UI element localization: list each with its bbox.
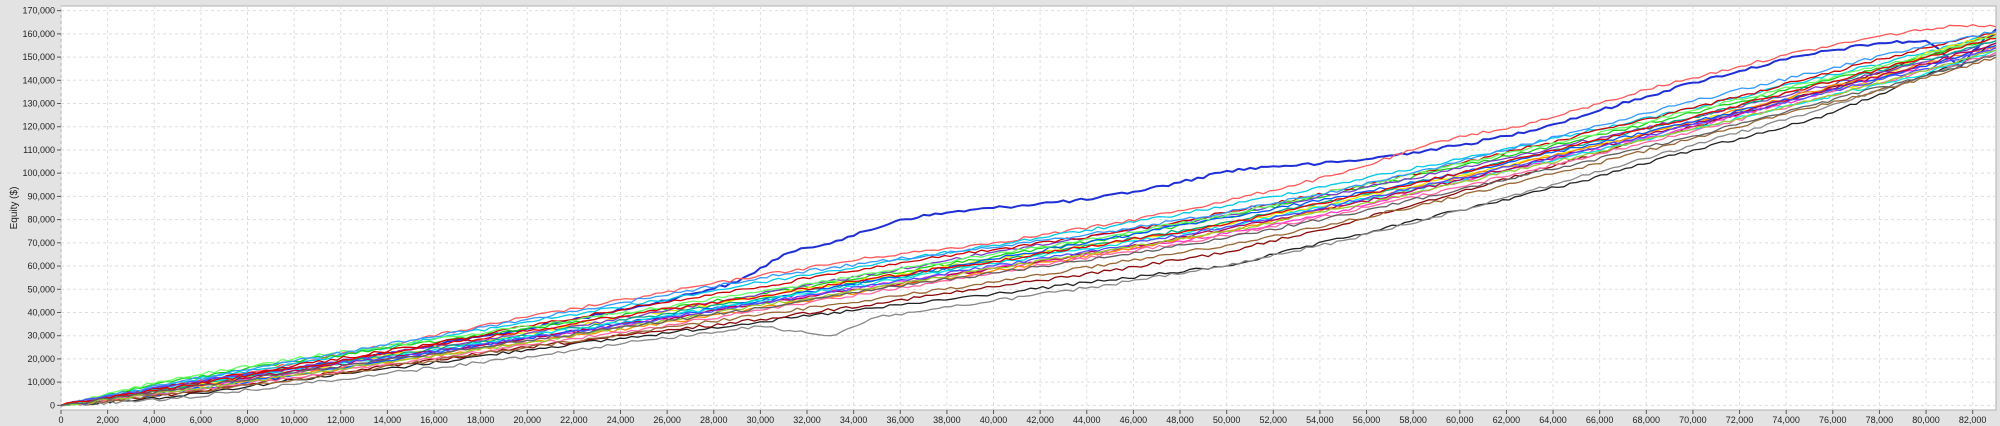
x-tick-label: 24,000: [607, 415, 635, 425]
equity-series-line: [60, 49, 1997, 407]
x-tick-label: 58,000: [1399, 415, 1427, 425]
x-tick-label: 28,000: [700, 415, 728, 425]
equity-series-line: [60, 37, 1996, 407]
x-tick-label: 82,000: [1959, 415, 1987, 425]
y-tick-label: 130,000: [22, 99, 55, 109]
y-tick-label: 160,000: [22, 29, 55, 39]
equity-series-line: [60, 37, 1997, 407]
x-tick-label: 6,000: [190, 415, 213, 425]
x-tick-label: 22,000: [560, 415, 588, 425]
y-tick-label: 150,000: [22, 52, 55, 62]
series-lines: [60, 23, 1997, 407]
y-axis-label: Equity ($): [9, 187, 20, 230]
x-tick-label: 76,000: [1819, 415, 1847, 425]
y-tick-label: 100,000: [22, 168, 55, 178]
equity-series-line: [60, 51, 1997, 407]
x-tick-label: 14,000: [374, 415, 402, 425]
x-tick-label: 50,000: [1213, 415, 1241, 425]
y-tick-label: 10,000: [27, 377, 55, 387]
x-tick-label: 8,000: [236, 415, 259, 425]
plot-area: [60, 5, 1997, 411]
x-tick-label: 0: [58, 415, 63, 425]
equity-series-line: [60, 30, 1997, 407]
x-tick-label: 52,000: [1260, 415, 1288, 425]
x-tick-label: 30,000: [747, 415, 775, 425]
x-tick-label: 60,000: [1446, 415, 1474, 425]
x-tick-label: 4,000: [143, 415, 166, 425]
x-tick-label: 72,000: [1726, 415, 1754, 425]
x-tick-label: 2,000: [96, 415, 119, 425]
x-tick-label: 44,000: [1073, 415, 1101, 425]
x-tick-label: 10,000: [280, 415, 308, 425]
equity-series-line: [60, 56, 1997, 407]
y-tick-label: 170,000: [22, 6, 55, 16]
x-tick-label: 70,000: [1679, 415, 1707, 425]
y-tick-label: 60,000: [27, 261, 55, 271]
x-tick-label: 38,000: [933, 415, 961, 425]
y-tick-label: 110,000: [23, 145, 55, 155]
equity-series-line: [60, 47, 1997, 407]
x-tick-label: 34,000: [840, 415, 868, 425]
x-tick-label: 16,000: [420, 415, 448, 425]
x-tick-label: 62,000: [1493, 415, 1521, 425]
y-tick-label: 40,000: [27, 307, 55, 317]
y-tick-label: 30,000: [27, 331, 55, 341]
x-tick-label: 46,000: [1120, 415, 1148, 425]
y-tick-label: 80,000: [27, 215, 55, 225]
y-tick-label: 90,000: [27, 191, 55, 201]
x-tick-label: 74,000: [1772, 415, 1800, 425]
x-tick-label: 18,000: [467, 415, 495, 425]
y-tick-label: 140,000: [22, 75, 55, 85]
x-tick-label: 32,000: [793, 415, 821, 425]
x-axis: 0 2,000 4,000 6,000 8,000 10,000 12,000 14,000 1…: [58, 410, 1986, 425]
equity-series-line: [61, 42, 1997, 407]
x-tick-label: 66,000: [1586, 415, 1614, 425]
x-tick-label: 56,000: [1353, 415, 1381, 425]
equity-series-line: [60, 51, 1997, 407]
x-tick-label: 12,000: [327, 415, 355, 425]
y-tick-label: 120,000: [22, 122, 55, 132]
x-tick-label: 26,000: [653, 415, 681, 425]
x-tick-label: 78,000: [1866, 415, 1894, 425]
x-tick-label: 54,000: [1306, 415, 1334, 425]
y-tick-label: 50,000: [27, 284, 55, 294]
equity-series-line: [60, 35, 1997, 407]
x-tick-label: 48,000: [1166, 415, 1194, 425]
y-tick-label: 70,000: [27, 238, 55, 248]
x-tick-label: 20,000: [513, 415, 541, 425]
x-tick-label: 80,000: [1912, 415, 1940, 425]
equity-series-line: [60, 44, 1997, 407]
y-tick-label: 20,000: [27, 354, 55, 364]
x-tick-label: 68,000: [1633, 415, 1661, 425]
equity-series-line: [60, 54, 1997, 407]
x-tick-label: 42,000: [1026, 415, 1054, 425]
x-tick-label: 36,000: [887, 415, 915, 425]
y-tick-label: 0: [50, 400, 55, 410]
x-tick-label: 40,000: [980, 415, 1008, 425]
x-tick-label: 64,000: [1539, 415, 1567, 425]
y-axis: 0 10,000 20,000 30,000 40,000 50,000 60,000 70,…: [22, 6, 61, 410]
